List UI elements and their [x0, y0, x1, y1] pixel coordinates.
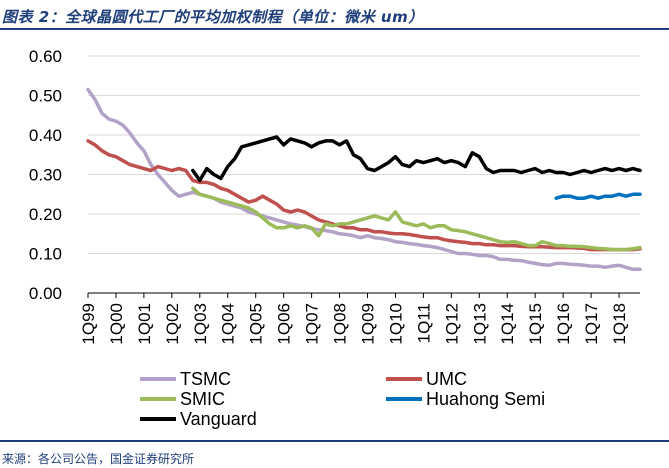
- x-tick-label: 1Q08: [331, 303, 350, 345]
- x-tick-label: 1Q18: [610, 303, 629, 345]
- x-tick-label: 1Q01: [135, 303, 154, 345]
- source-bar: 来源：各公司公告，国金证券研究所: [0, 440, 669, 468]
- y-tick-label: 0.40: [29, 126, 62, 145]
- legend-label-vanguard: Vanguard: [180, 409, 257, 429]
- x-tick-label: 1Q05: [247, 303, 266, 345]
- series-line-tsmc: [86, 87, 642, 272]
- x-tick-label: 1Q13: [470, 303, 489, 345]
- legend-label-smic: SMIC: [180, 389, 225, 409]
- legend-label-huahong-semi: Huahong Semi: [426, 389, 545, 409]
- x-tick-label: 1Q16: [554, 303, 573, 345]
- series-line-smic: [191, 186, 642, 252]
- x-tick-label: 1Q15: [526, 303, 545, 345]
- legend-label-umc: UMC: [426, 369, 467, 389]
- x-tick-label: 1Q03: [191, 303, 210, 345]
- y-tick-label: 0.50: [29, 87, 62, 106]
- gridlines: [88, 55, 640, 254]
- legend-label-tsmc: TSMC: [180, 369, 231, 389]
- series-line-huahong-semi: [554, 192, 642, 200]
- y-axis-ticks: 0.00 0.10 0.20 0.30 0.40 0.50 0.60: [29, 47, 62, 303]
- title-bar: 图表 2：全球晶圆代工厂的平均加权制程（单位：微米 um）: [0, 0, 669, 30]
- chart-area: 0.00 0.10 0.20 0.30 0.40 0.50 0.60 1Q99 1Q00 1Q0…: [0, 32, 669, 440]
- x-tick-label: 1Q17: [582, 303, 601, 345]
- series-line-umc: [86, 139, 642, 252]
- source-note: 来源：各公司公告，国金证券研究所: [2, 452, 195, 466]
- line-chart: 0.00 0.10 0.20 0.30 0.40 0.50 0.60 1Q99 1Q00 1Q0…: [29, 47, 642, 429]
- x-tick-label: 1Q02: [163, 303, 182, 345]
- series-line-vanguard: [191, 135, 642, 183]
- x-tick-label: 1Q04: [219, 303, 238, 345]
- y-tick-label: 0.30: [29, 166, 62, 185]
- y-tick-label: 0.60: [29, 47, 62, 66]
- x-tick-label: 1Q00: [107, 303, 126, 345]
- y-tick-label: 0.10: [29, 245, 62, 264]
- y-tick-label: 0.20: [29, 205, 62, 224]
- x-tick-label: 1Q06: [275, 303, 294, 345]
- series-lines: [86, 87, 642, 272]
- legend: TSMC UMC SMIC Huahong Semi Vanguard: [140, 369, 545, 429]
- y-tick-label: 0.00: [29, 284, 62, 303]
- x-axis: 1Q99 1Q00 1Q01 1Q02 1Q03 1Q04 1Q05 1Q06 1Q07 1Q08…: [79, 292, 640, 345]
- x-tick-label: 1Q10: [386, 303, 405, 345]
- x-tick-label: 1Q99: [79, 303, 98, 345]
- x-tick-label: 1Q14: [498, 303, 517, 345]
- x-tick-label: 1Q07: [303, 303, 322, 345]
- x-tick-label: 1Q12: [442, 303, 461, 345]
- x-tick-label: 1Q11: [414, 303, 433, 343]
- figure-title: 图表 2：全球晶圆代工厂的平均加权制程（单位：微米 um）: [2, 8, 424, 26]
- x-tick-label: 1Q09: [358, 303, 377, 345]
